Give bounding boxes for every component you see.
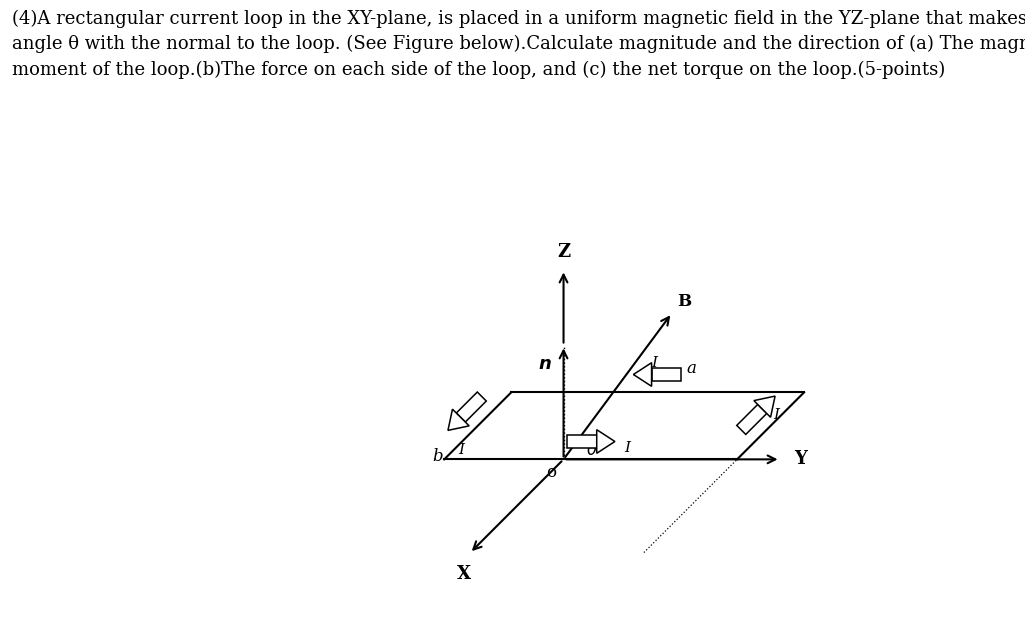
Text: (4)A rectangular current loop in the XY-plane, is placed in a uniform magnetic f: (4)A rectangular current loop in the XY-…	[12, 10, 1025, 78]
Text: b: b	[432, 449, 443, 465]
Text: o: o	[545, 464, 556, 482]
Polygon shape	[633, 363, 652, 387]
Text: B: B	[678, 293, 691, 310]
Text: I: I	[652, 356, 657, 370]
Polygon shape	[652, 368, 682, 381]
Text: X: X	[457, 565, 472, 583]
Polygon shape	[597, 430, 615, 454]
Text: I: I	[458, 443, 464, 457]
Text: I: I	[624, 441, 629, 455]
Text: Z: Z	[557, 244, 570, 262]
Text: $\theta$: $\theta$	[585, 441, 598, 459]
Text: Y: Y	[794, 450, 807, 468]
Polygon shape	[737, 404, 767, 434]
Polygon shape	[567, 435, 597, 448]
Text: $\boldsymbol{n}$: $\boldsymbol{n}$	[538, 355, 552, 373]
Polygon shape	[753, 396, 775, 417]
Text: a: a	[687, 360, 696, 376]
Text: I: I	[773, 408, 779, 422]
Polygon shape	[448, 409, 469, 431]
Polygon shape	[456, 392, 486, 422]
